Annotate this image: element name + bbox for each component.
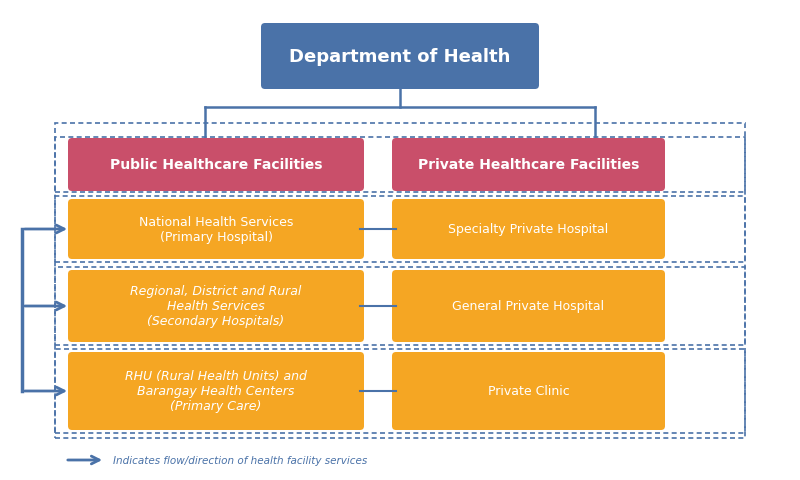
Bar — [55, 349, 745, 433]
FancyBboxPatch shape — [392, 270, 665, 342]
Text: Regional, District and Rural
Health Services
(Secondary Hospitals): Regional, District and Rural Health Serv… — [130, 285, 302, 328]
Text: Private Clinic: Private Clinic — [488, 384, 570, 397]
Text: General Private Hospital: General Private Hospital — [453, 300, 605, 313]
FancyBboxPatch shape — [392, 139, 665, 192]
FancyBboxPatch shape — [68, 200, 364, 260]
Text: Indicates flow/direction of health facility services: Indicates flow/direction of health facil… — [113, 455, 367, 465]
Text: Specialty Private Hospital: Specialty Private Hospital — [448, 223, 609, 236]
Text: RHU (Rural Health Units) and
Barangay Health Centers
(Primary Care): RHU (Rural Health Units) and Barangay He… — [125, 370, 307, 413]
FancyBboxPatch shape — [392, 352, 665, 430]
Bar — [55, 138, 745, 192]
Text: Public Healthcare Facilities: Public Healthcare Facilities — [110, 158, 322, 172]
Bar — [55, 124, 745, 438]
Bar — [55, 197, 745, 263]
Text: Department of Health: Department of Health — [290, 48, 510, 66]
Bar — [55, 267, 745, 345]
Text: Private Healthcare Facilities: Private Healthcare Facilities — [418, 158, 639, 172]
FancyBboxPatch shape — [68, 139, 364, 192]
FancyBboxPatch shape — [68, 352, 364, 430]
FancyBboxPatch shape — [392, 200, 665, 260]
Text: National Health Services
(Primary Hospital): National Health Services (Primary Hospit… — [139, 216, 293, 243]
FancyBboxPatch shape — [68, 270, 364, 342]
FancyBboxPatch shape — [261, 24, 539, 90]
